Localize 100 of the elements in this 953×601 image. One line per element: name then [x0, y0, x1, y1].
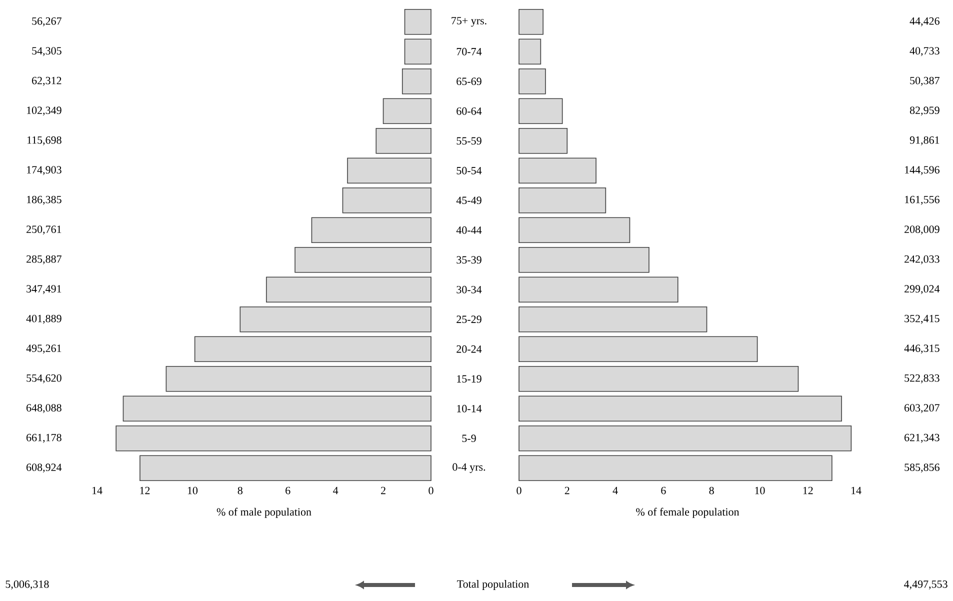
- text: 4,497,553: [904, 580, 948, 590]
- y-tick-label: 75+ yrs.: [452, 17, 486, 27]
- text: 242,033: [904, 255, 940, 264]
- text: 608,924: [26, 464, 62, 473]
- text: 5,006,318: [6, 580, 49, 590]
- y-tick-label: 40-44: [456, 226, 482, 234]
- x-tick-label: 12: [140, 486, 150, 494]
- x-tick-label: 10: [188, 486, 198, 494]
- bar: [518, 158, 596, 184]
- bar: [518, 396, 842, 422]
- bar: [518, 336, 758, 362]
- x-tick-label: 4: [333, 486, 338, 494]
- bar: [404, 8, 432, 35]
- bar: [376, 128, 432, 154]
- bar: [518, 366, 799, 392]
- x-tick-label: 12: [803, 486, 813, 494]
- text: 186,385: [27, 196, 62, 205]
- bar: [518, 187, 606, 214]
- bar: [518, 425, 852, 452]
- x-tick-label: 2: [564, 486, 570, 494]
- x-tick-label: 10: [755, 486, 765, 494]
- bar: [518, 128, 568, 154]
- bar: [518, 217, 630, 244]
- text: 299,024: [904, 285, 940, 294]
- text: 56,267: [32, 17, 62, 26]
- y-tick-label: 20-24: [456, 345, 482, 353]
- bar: [342, 187, 432, 214]
- x-tick-label: 4: [612, 486, 618, 494]
- text: 62,312: [32, 76, 62, 86]
- text: 522,833: [904, 374, 940, 384]
- text: 40,733: [910, 47, 940, 56]
- bar: [240, 306, 432, 332]
- y-tick-label: 30-34: [456, 286, 482, 294]
- bar: [294, 246, 432, 273]
- bar: [266, 276, 432, 303]
- x-tick-label: 0: [516, 486, 522, 494]
- text: 161,556: [905, 196, 940, 205]
- y-tick-label: 65-69: [456, 78, 482, 86]
- x-tick-label: 6: [286, 486, 290, 494]
- y-tick-label: 60-64: [456, 107, 482, 115]
- text: 554,620: [26, 374, 62, 384]
- text: 115,698: [27, 136, 62, 146]
- text: 648,088: [26, 404, 62, 414]
- x-tick-label: 2: [381, 486, 386, 494]
- y-tick-label: 25-29: [456, 316, 482, 324]
- text: 585,856: [904, 464, 940, 473]
- bar: [518, 68, 546, 94]
- x-tick-label: 8: [709, 486, 714, 494]
- bar: [404, 38, 432, 65]
- text: 495,261: [26, 344, 62, 354]
- text: 144,596: [905, 166, 940, 176]
- bar: [518, 276, 678, 303]
- bar: [311, 217, 432, 244]
- bar: [116, 425, 432, 452]
- text: 50,387: [910, 76, 940, 86]
- y-tick-label: 55-59: [456, 137, 482, 145]
- bar: [518, 98, 563, 124]
- text: 446,315: [904, 344, 940, 354]
- text: 352,415: [904, 314, 940, 324]
- bar: [518, 38, 542, 65]
- text: 661,178: [26, 434, 62, 443]
- x-tick-label: 14: [851, 486, 862, 494]
- text: 347,491: [26, 285, 62, 294]
- text: 208,009: [904, 226, 940, 235]
- bar: [140, 455, 432, 482]
- text: 285,887: [26, 255, 62, 264]
- text: 250,761: [26, 226, 62, 235]
- text: Total population: [457, 580, 529, 590]
- y-tick-label: 0-4 yrs.: [452, 463, 486, 473]
- bar: [518, 455, 832, 482]
- bar: [347, 158, 432, 184]
- text: 621,343: [904, 434, 940, 443]
- bar: [166, 366, 432, 392]
- bar: [382, 98, 432, 124]
- text: 603,207: [904, 404, 940, 414]
- bar: [402, 68, 432, 94]
- y-tick-label: 45-49: [456, 196, 482, 204]
- bar: [518, 306, 708, 332]
- x-axis-title: % of male population: [216, 508, 312, 518]
- x-tick-label: 14: [92, 486, 102, 494]
- bar: [122, 396, 432, 422]
- x-axis-title: % of female population: [636, 508, 740, 518]
- x-tick-label: 0: [428, 486, 434, 494]
- text: 82,959: [910, 106, 940, 116]
- text: 91,861: [910, 136, 940, 146]
- text: 54,305: [32, 47, 62, 56]
- bar: [518, 246, 650, 273]
- bar: [194, 336, 432, 362]
- y-tick-label: 15-19: [457, 375, 482, 383]
- y-tick-label: 5-9: [462, 434, 476, 442]
- text: 401,889: [26, 314, 62, 324]
- y-tick-label: 70-74: [456, 48, 482, 56]
- text: 174,903: [27, 166, 62, 176]
- text: 102,349: [27, 106, 62, 116]
- text: 44,426: [910, 17, 940, 26]
- x-tick-label: 6: [661, 486, 666, 494]
- y-tick-label: 10-14: [457, 404, 482, 412]
- bar: [518, 8, 544, 35]
- y-tick-label: 35-39: [456, 256, 482, 264]
- y-tick-label: 50-54: [456, 166, 482, 174]
